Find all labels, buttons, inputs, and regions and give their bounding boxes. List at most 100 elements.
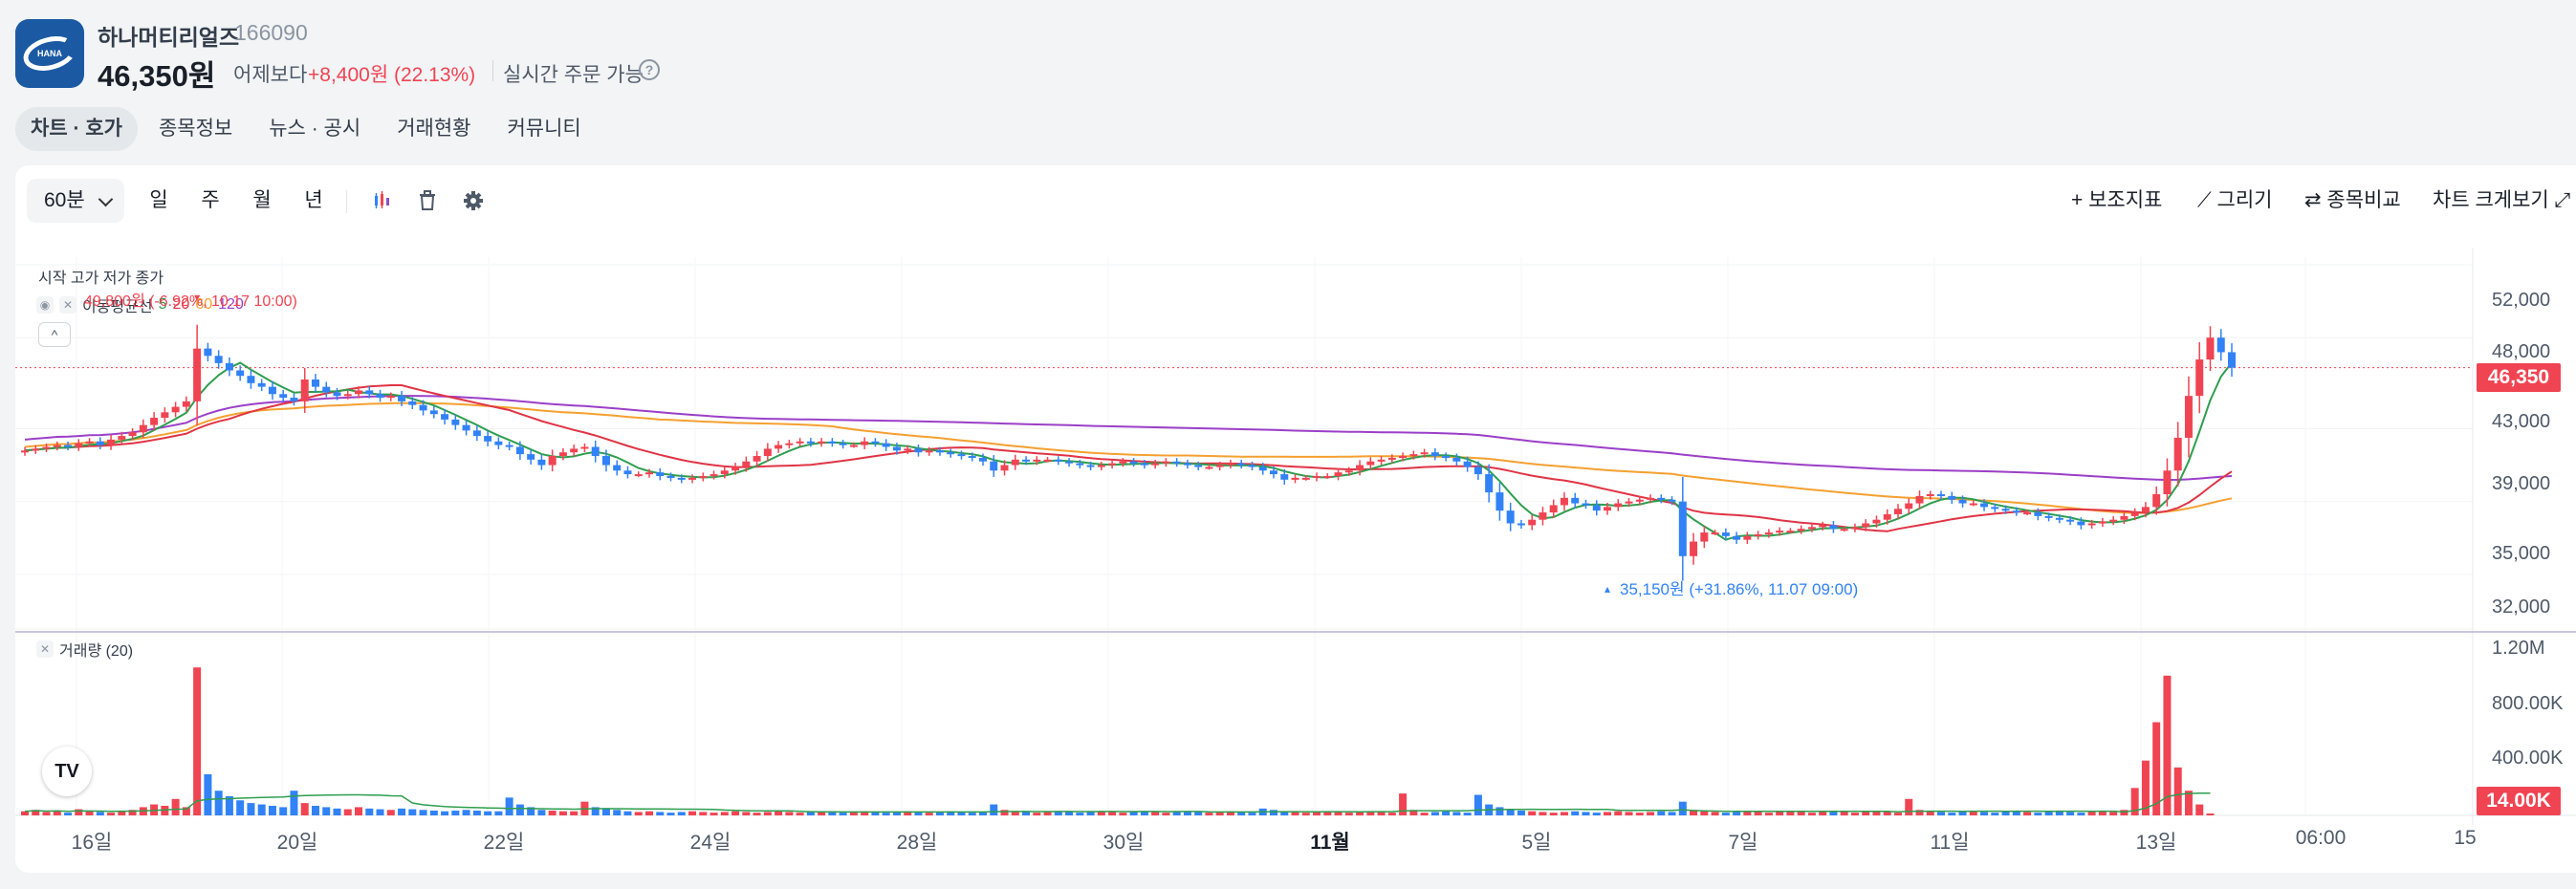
close-icon[interactable]: ✕ <box>36 640 54 658</box>
x-tick: 15 <box>2454 827 2477 849</box>
volume-bar <box>1119 813 1127 815</box>
candle-body <box>290 398 298 401</box>
eye-icon[interactable]: ◉ <box>36 296 54 314</box>
tab-chart-orderbook[interactable]: 차트 · 호가 <box>15 107 138 151</box>
volume-bar <box>1129 812 1138 815</box>
period-week[interactable]: 주 <box>201 189 220 211</box>
candle-body <box>634 474 643 477</box>
candle-body <box>268 386 276 395</box>
draw-button[interactable]: ⟋ 그리기 <box>2197 189 2273 211</box>
candle-body <box>2066 519 2075 522</box>
candle-body <box>2120 515 2128 520</box>
ma120-line <box>24 395 2233 482</box>
candle-body <box>849 444 858 447</box>
collapse-legend-button[interactable]: ^ <box>38 322 71 347</box>
volume-bar <box>1700 811 1709 815</box>
volume-bar <box>247 803 255 815</box>
volume-bar <box>1043 812 1052 815</box>
candle-body <box>2077 521 2085 526</box>
candle-body <box>1097 465 1105 467</box>
period-month[interactable]: 월 <box>252 189 272 211</box>
volume-bar <box>75 809 83 815</box>
gear-icon[interactable] <box>461 188 486 213</box>
chart-toolbar: 60분 일 주 월 년 + 보조지표 ⟋ 그리기 ⇄ 종목비교 차트 크게보기 … <box>27 179 2570 225</box>
timeframe-dropdown[interactable]: 60분 <box>27 179 124 223</box>
volume-bar <box>214 791 223 815</box>
tradingview-logo[interactable]: TV <box>42 747 92 796</box>
candle-body <box>591 446 600 457</box>
indicator-button[interactable]: + 보조지표 <box>2071 189 2163 211</box>
volume-bar <box>1969 811 1977 815</box>
candle-body <box>1420 452 1429 455</box>
volume-bar <box>2023 812 2032 815</box>
low-marker: ▴ <box>1605 582 1610 596</box>
volume-bar <box>225 795 233 815</box>
current-price: 46,350원 <box>98 59 216 93</box>
ohlc-legend: 시작 고가 저가 종가 <box>38 271 164 287</box>
volume-bar <box>1690 810 1698 815</box>
trash-icon[interactable] <box>415 188 440 213</box>
candle-body <box>2152 494 2161 508</box>
volume-bar <box>343 809 352 815</box>
candle-body <box>107 439 116 445</box>
volume-bar <box>462 810 470 815</box>
volume-bar <box>1086 812 1095 815</box>
volume-bar <box>85 811 94 815</box>
volume-bar <box>2087 812 2096 815</box>
candle-style-icon[interactable] <box>369 188 394 213</box>
volume-bar <box>1162 813 1170 815</box>
candle-body <box>2141 507 2150 513</box>
tab-news[interactable]: 뉴스 · 공시 <box>269 118 361 140</box>
candle-body <box>2206 337 2215 360</box>
candle-body <box>871 441 880 444</box>
close-icon[interactable]: ✕ <box>59 296 76 314</box>
candle-body <box>419 404 427 411</box>
candle-body <box>935 450 944 453</box>
candle-body <box>2228 352 2236 368</box>
candle-body <box>1162 461 1170 464</box>
candle-body <box>1754 533 1762 536</box>
y-tick: 32,000 <box>2492 596 2551 618</box>
candle-body <box>1076 463 1084 466</box>
change-value: +8,400원 (22.13%) <box>308 64 476 86</box>
candle-body <box>225 362 233 371</box>
volume-bar <box>2206 813 2215 815</box>
candle-body <box>1183 463 1191 466</box>
candle-body <box>731 466 740 471</box>
candle-body <box>882 443 890 447</box>
candle-body <box>1086 465 1095 467</box>
candle-body <box>1108 463 1117 466</box>
help-icon[interactable]: ? <box>639 59 660 80</box>
volume-bar <box>1528 811 1537 815</box>
candle-body <box>214 356 223 363</box>
volume-bar <box>796 813 804 815</box>
candle-body <box>365 390 374 395</box>
candle-body <box>386 396 395 399</box>
candle-body <box>171 406 180 413</box>
volume-bar <box>548 810 557 815</box>
volume-bar <box>1205 813 1213 815</box>
volume-bar <box>968 813 976 815</box>
tab-community[interactable]: 커뮤니티 <box>507 118 581 140</box>
compare-button[interactable]: ⇄ 종목비교 <box>2304 189 2401 211</box>
candle-body <box>311 379 319 387</box>
volume-bar <box>2173 767 2182 815</box>
candle-body <box>2216 337 2225 353</box>
period-day[interactable]: 일 <box>149 189 168 211</box>
volume-bar <box>333 808 341 815</box>
period-year[interactable]: 년 <box>304 189 323 211</box>
volume-bar <box>1215 812 1224 815</box>
candle-body <box>1205 466 1213 469</box>
fullscreen-button[interactable]: 차트 크게보기 ⤢ <box>2433 189 2571 211</box>
candle-body <box>1549 505 1558 513</box>
candle-body <box>570 448 579 453</box>
tab-stock-info[interactable]: 종목정보 <box>158 118 233 140</box>
tab-trading[interactable]: 거래현황 <box>397 118 471 140</box>
volume-bar <box>1000 810 1009 815</box>
volume-bar <box>1560 812 1568 815</box>
volume-bar <box>2184 791 2193 815</box>
candle-body <box>472 430 481 437</box>
volume-bar <box>1323 811 1332 815</box>
price-chart[interactable]: ▾▴ <box>15 165 2576 873</box>
candle-body <box>1528 519 1537 526</box>
